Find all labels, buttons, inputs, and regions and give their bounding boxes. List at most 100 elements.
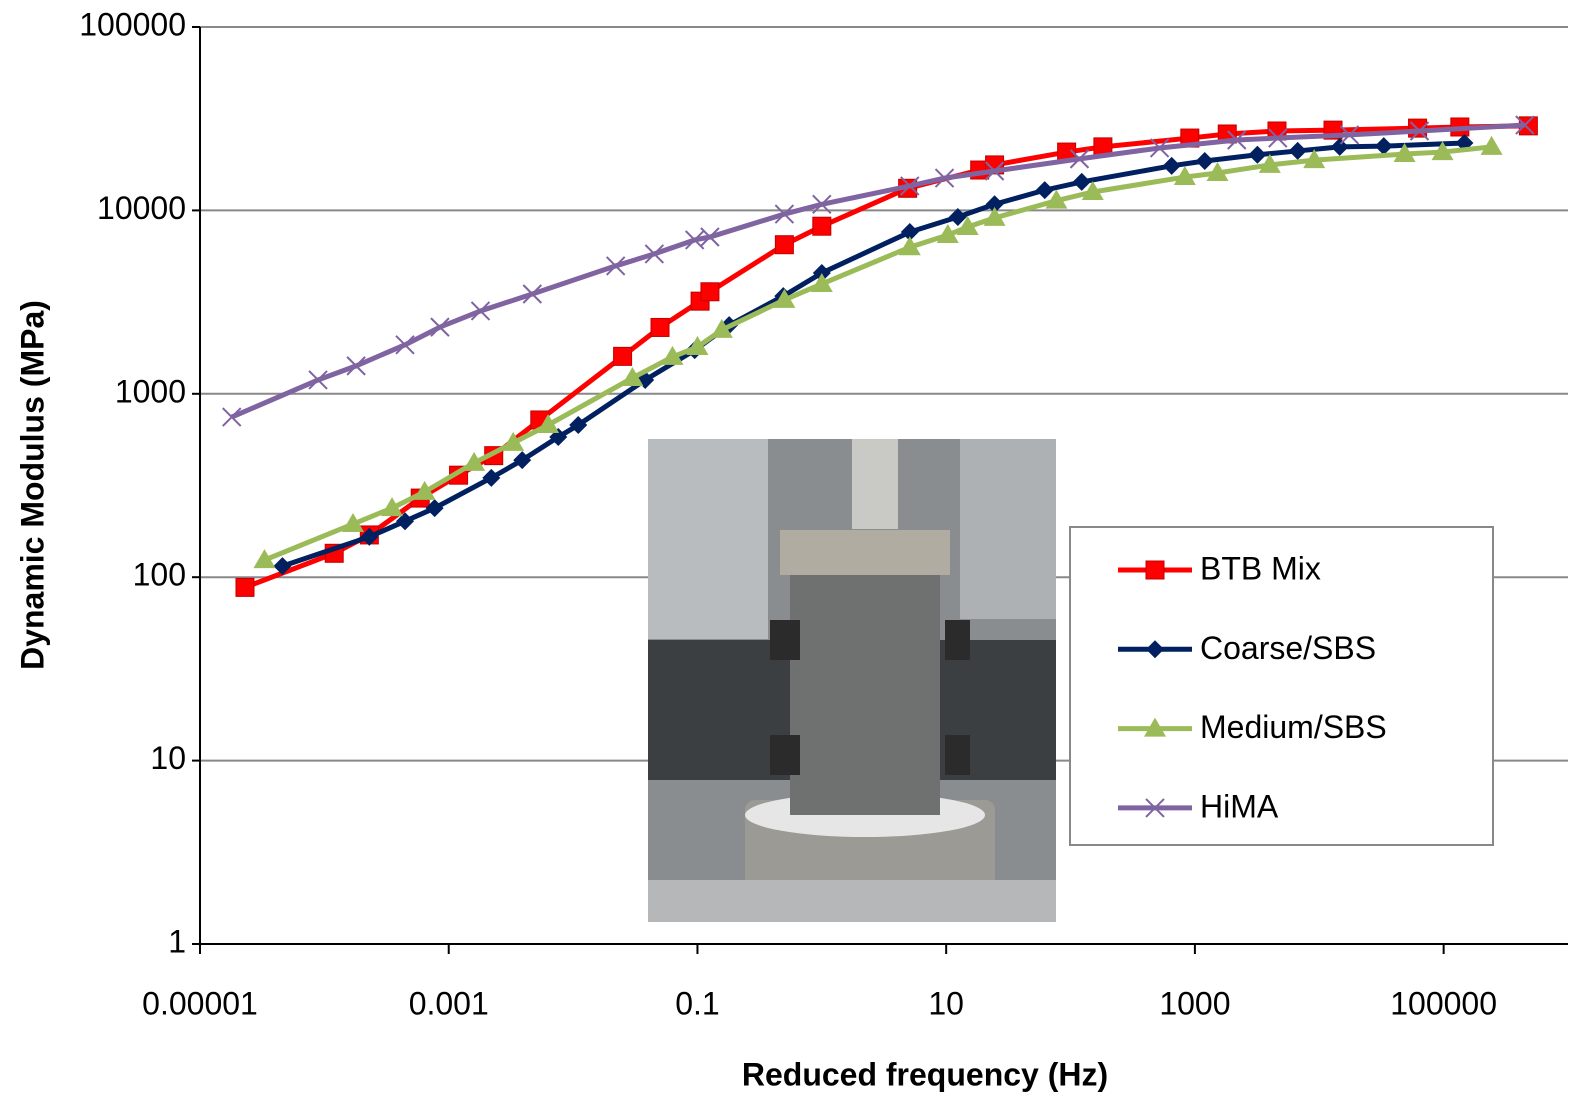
marker — [650, 317, 670, 337]
photo-clamp — [770, 735, 800, 775]
marker — [1330, 137, 1349, 156]
marker — [1258, 153, 1281, 173]
marker — [900, 223, 919, 242]
y-tick-label: 10000 — [97, 190, 186, 226]
series — [222, 115, 1535, 427]
marker — [1374, 137, 1393, 156]
photo-fan — [960, 439, 1056, 619]
marker — [810, 272, 833, 292]
photo-piston — [852, 439, 898, 529]
marker — [342, 513, 365, 533]
marker — [513, 451, 532, 470]
marker — [983, 206, 1006, 226]
photo-floor — [648, 880, 1056, 922]
legend-label: HiMA — [1200, 788, 1279, 824]
legend-marker — [1144, 717, 1166, 737]
marker — [1268, 128, 1288, 148]
photo-specimen — [790, 575, 940, 815]
photo-clamp — [945, 620, 970, 660]
marker — [605, 256, 626, 276]
marker — [430, 317, 450, 337]
marker — [644, 244, 665, 264]
legend-marker — [1145, 560, 1165, 580]
y-tick-label: 1000 — [115, 373, 186, 409]
line — [230, 122, 1526, 420]
marker — [537, 413, 560, 433]
marker — [812, 263, 831, 282]
marker — [700, 227, 720, 247]
marker — [773, 288, 796, 308]
marker — [621, 366, 644, 386]
marker — [1227, 130, 1247, 150]
marker — [1339, 125, 1360, 145]
marker — [1409, 121, 1430, 141]
marker — [936, 224, 959, 244]
marker — [661, 345, 684, 365]
photo-fan — [648, 439, 768, 639]
marker — [425, 499, 444, 518]
legend-marker — [1145, 798, 1165, 818]
marker — [1081, 180, 1104, 200]
marker — [613, 346, 633, 366]
marker — [1072, 172, 1091, 191]
marker — [1035, 181, 1054, 200]
legend-label: Coarse/SBS — [1200, 630, 1376, 666]
x-tick-label: 0.001 — [409, 985, 489, 1021]
x-axis-title: Reduced frequency (Hz) — [742, 1056, 1108, 1092]
series — [253, 135, 1503, 569]
x-tick-label: 100000 — [1390, 985, 1497, 1021]
legend-box — [1069, 526, 1494, 846]
line — [263, 144, 1492, 563]
marker — [395, 335, 415, 355]
marker — [684, 230, 705, 250]
marker — [395, 512, 414, 531]
marker — [1173, 166, 1196, 186]
marker — [273, 557, 292, 576]
plot — [222, 115, 1538, 597]
marker — [346, 356, 366, 376]
series — [273, 134, 1474, 576]
marker — [1206, 161, 1229, 181]
marker — [1515, 115, 1535, 135]
marker — [1195, 151, 1214, 170]
marker — [700, 282, 720, 302]
marker — [812, 216, 832, 236]
marker — [1480, 135, 1503, 155]
x-tick-label: 0.00001 — [142, 985, 258, 1021]
marker — [984, 161, 1005, 181]
marker — [253, 549, 276, 569]
photo-clamp — [770, 620, 800, 660]
marker — [470, 301, 491, 321]
marker — [948, 208, 967, 227]
marker — [1393, 143, 1416, 163]
marker — [308, 370, 328, 390]
marker — [774, 235, 794, 255]
photo-cap — [780, 530, 950, 575]
marker — [235, 577, 255, 597]
marker — [956, 215, 979, 235]
marker — [812, 194, 832, 214]
marker — [898, 236, 921, 256]
legend-label: BTB Mix — [1200, 550, 1321, 586]
marker — [502, 431, 525, 451]
marker — [222, 407, 242, 427]
marker — [1149, 138, 1170, 158]
marker — [360, 527, 379, 546]
marker — [413, 480, 436, 500]
marker — [934, 168, 955, 188]
marker — [1431, 141, 1454, 161]
marker — [900, 176, 920, 196]
y-tick-label: 100 — [133, 557, 186, 593]
marker — [985, 195, 1004, 214]
legend-label: Medium/SBS — [1200, 709, 1387, 745]
legend: BTB Mix Coarse/SBS Medium/SBS HiMA — [1118, 550, 1387, 824]
y-tick-label: 1 — [168, 923, 186, 959]
y-tick-label: 10 — [150, 740, 186, 776]
marker — [1248, 145, 1267, 164]
marker — [522, 284, 543, 304]
x-tick-label: 1000 — [1159, 985, 1230, 1021]
x-tick-label: 10 — [928, 985, 964, 1021]
marker — [1288, 141, 1307, 160]
y-axis-title: Dynamic Modulus (MPa) — [14, 300, 50, 670]
marker — [381, 497, 404, 517]
